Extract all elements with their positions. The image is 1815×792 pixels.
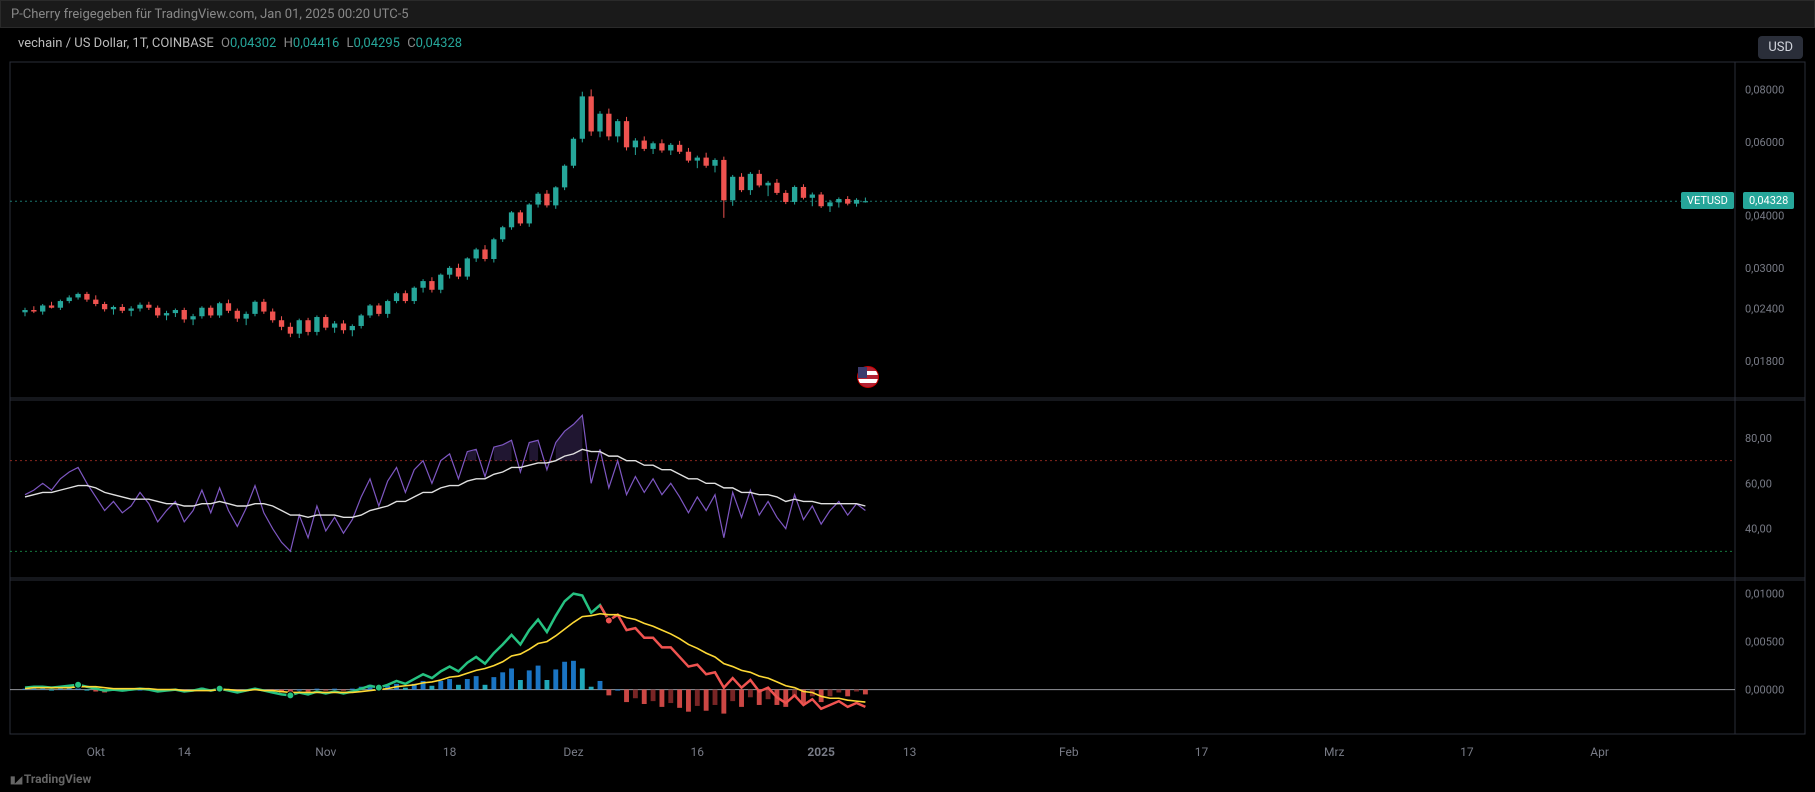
svg-text:60,00: 60,00 xyxy=(1745,477,1772,490)
svg-text:18: 18 xyxy=(443,745,457,758)
ticker-tag: VETUSD xyxy=(1681,192,1734,209)
open-value: 0,04302 xyxy=(230,36,276,51)
high-label: H xyxy=(284,36,293,51)
svg-text:0,02400: 0,02400 xyxy=(1745,302,1784,315)
svg-text:Nov: Nov xyxy=(315,745,336,758)
brand-text: TradingView xyxy=(24,772,91,786)
svg-text:Mrz: Mrz xyxy=(1324,745,1345,758)
chart-area[interactable]: 0,01800 0,02400 0,03000 0,04000 0,06000 0,080… xyxy=(0,28,1815,758)
svg-text:0,00500: 0,00500 xyxy=(1745,636,1784,649)
low-value: 0,04295 xyxy=(354,36,400,51)
currency-badge[interactable]: USD xyxy=(1758,36,1803,59)
svg-text:13: 13 xyxy=(903,745,917,758)
brand-footer: ▮◢ TradingView xyxy=(10,772,91,786)
svg-text:17: 17 xyxy=(1195,745,1209,758)
svg-text:17: 17 xyxy=(1460,745,1474,758)
svg-text:Feb: Feb xyxy=(1059,745,1079,758)
svg-text:0,01000: 0,01000 xyxy=(1745,588,1784,601)
svg-text:40,00: 40,00 xyxy=(1745,523,1772,536)
svg-text:80,00: 80,00 xyxy=(1745,432,1772,445)
svg-text:0,00000: 0,00000 xyxy=(1745,684,1784,697)
svg-text:0,03000: 0,03000 xyxy=(1745,262,1784,275)
title-text: P-Cherry freigegeben für TradingView.com… xyxy=(11,7,409,22)
pair-label: vechain / US Dollar, 1T, COINBASE xyxy=(18,36,214,51)
svg-text:Apr: Apr xyxy=(1590,745,1609,758)
high-value: 0,04416 xyxy=(293,36,339,51)
ohlc-legend: vechain / US Dollar, 1T, COINBASE O0,043… xyxy=(18,36,462,51)
svg-text:0,04000: 0,04000 xyxy=(1745,210,1784,223)
svg-text:16: 16 xyxy=(691,745,705,758)
title-bar: P-Cherry freigegeben für TradingView.com… xyxy=(0,0,1815,28)
svg-text:2025: 2025 xyxy=(807,745,835,758)
low-label: L xyxy=(347,36,354,51)
svg-text:Dez: Dez xyxy=(563,745,583,758)
svg-text:0,08000: 0,08000 xyxy=(1745,83,1784,96)
close-label: C xyxy=(407,36,415,51)
close-value: 0,04328 xyxy=(416,36,462,51)
svg-text:Okt: Okt xyxy=(87,745,105,758)
svg-text:14: 14 xyxy=(177,745,191,758)
current-price-tag: 0,04328 xyxy=(1743,192,1794,209)
svg-text:0,06000: 0,06000 xyxy=(1745,136,1784,149)
open-label: O xyxy=(221,36,230,51)
svg-text:0,01800: 0,01800 xyxy=(1745,355,1784,368)
